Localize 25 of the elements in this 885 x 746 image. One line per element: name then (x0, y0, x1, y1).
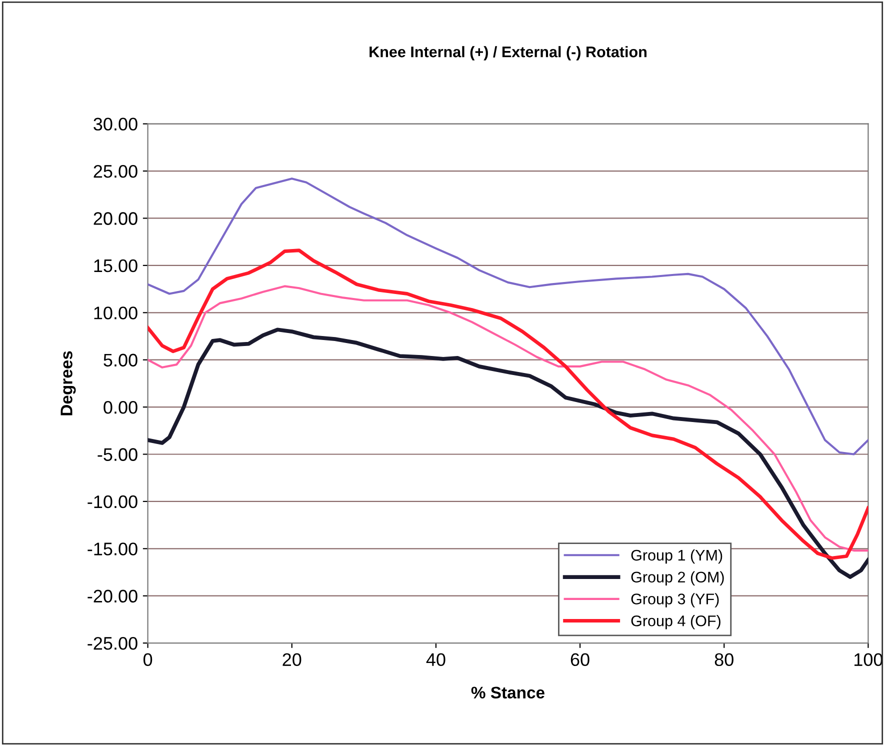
y-tick-label: 20.00 (94, 212, 138, 225)
x-tick-label: 40 (426, 653, 446, 666)
x-tick-label: 60 (570, 653, 590, 666)
legend-label: Group 2 (OM) (631, 571, 724, 586)
legend-label: Group 3 (YF) (631, 593, 719, 608)
chart-title: Knee Internal (+) / External (-) Rotation (370, 46, 646, 60)
x-tick-label: 20 (282, 653, 302, 666)
legend-label: Group 1 (YM) (631, 549, 722, 564)
y-tick-label: -5.00 (98, 448, 138, 461)
x-tick-label: 80 (714, 653, 734, 666)
y-tick-label: 10.00 (94, 306, 138, 320)
y-tick-label: 25.00 (94, 164, 138, 178)
x-tick-label: 0 (143, 653, 152, 666)
legend-label: Group 4 (OF) (631, 615, 720, 630)
y-tick-label: -20.00 (88, 590, 138, 603)
y-tick-label: 5.00 (104, 354, 138, 367)
y-tick-label: -10.00 (88, 495, 138, 508)
x-axis-title: % Stance (471, 686, 544, 699)
y-tick-label: -25.00 (88, 636, 138, 650)
y-tick-label: -15.00 (88, 542, 138, 556)
y-tick-label: 15.00 (94, 259, 138, 272)
y-tick-label: 30.00 (94, 118, 138, 131)
line-series (148, 178, 868, 456)
y-axis-title: Degrees (60, 351, 76, 416)
y-tick-label: 0.00 (104, 400, 138, 414)
